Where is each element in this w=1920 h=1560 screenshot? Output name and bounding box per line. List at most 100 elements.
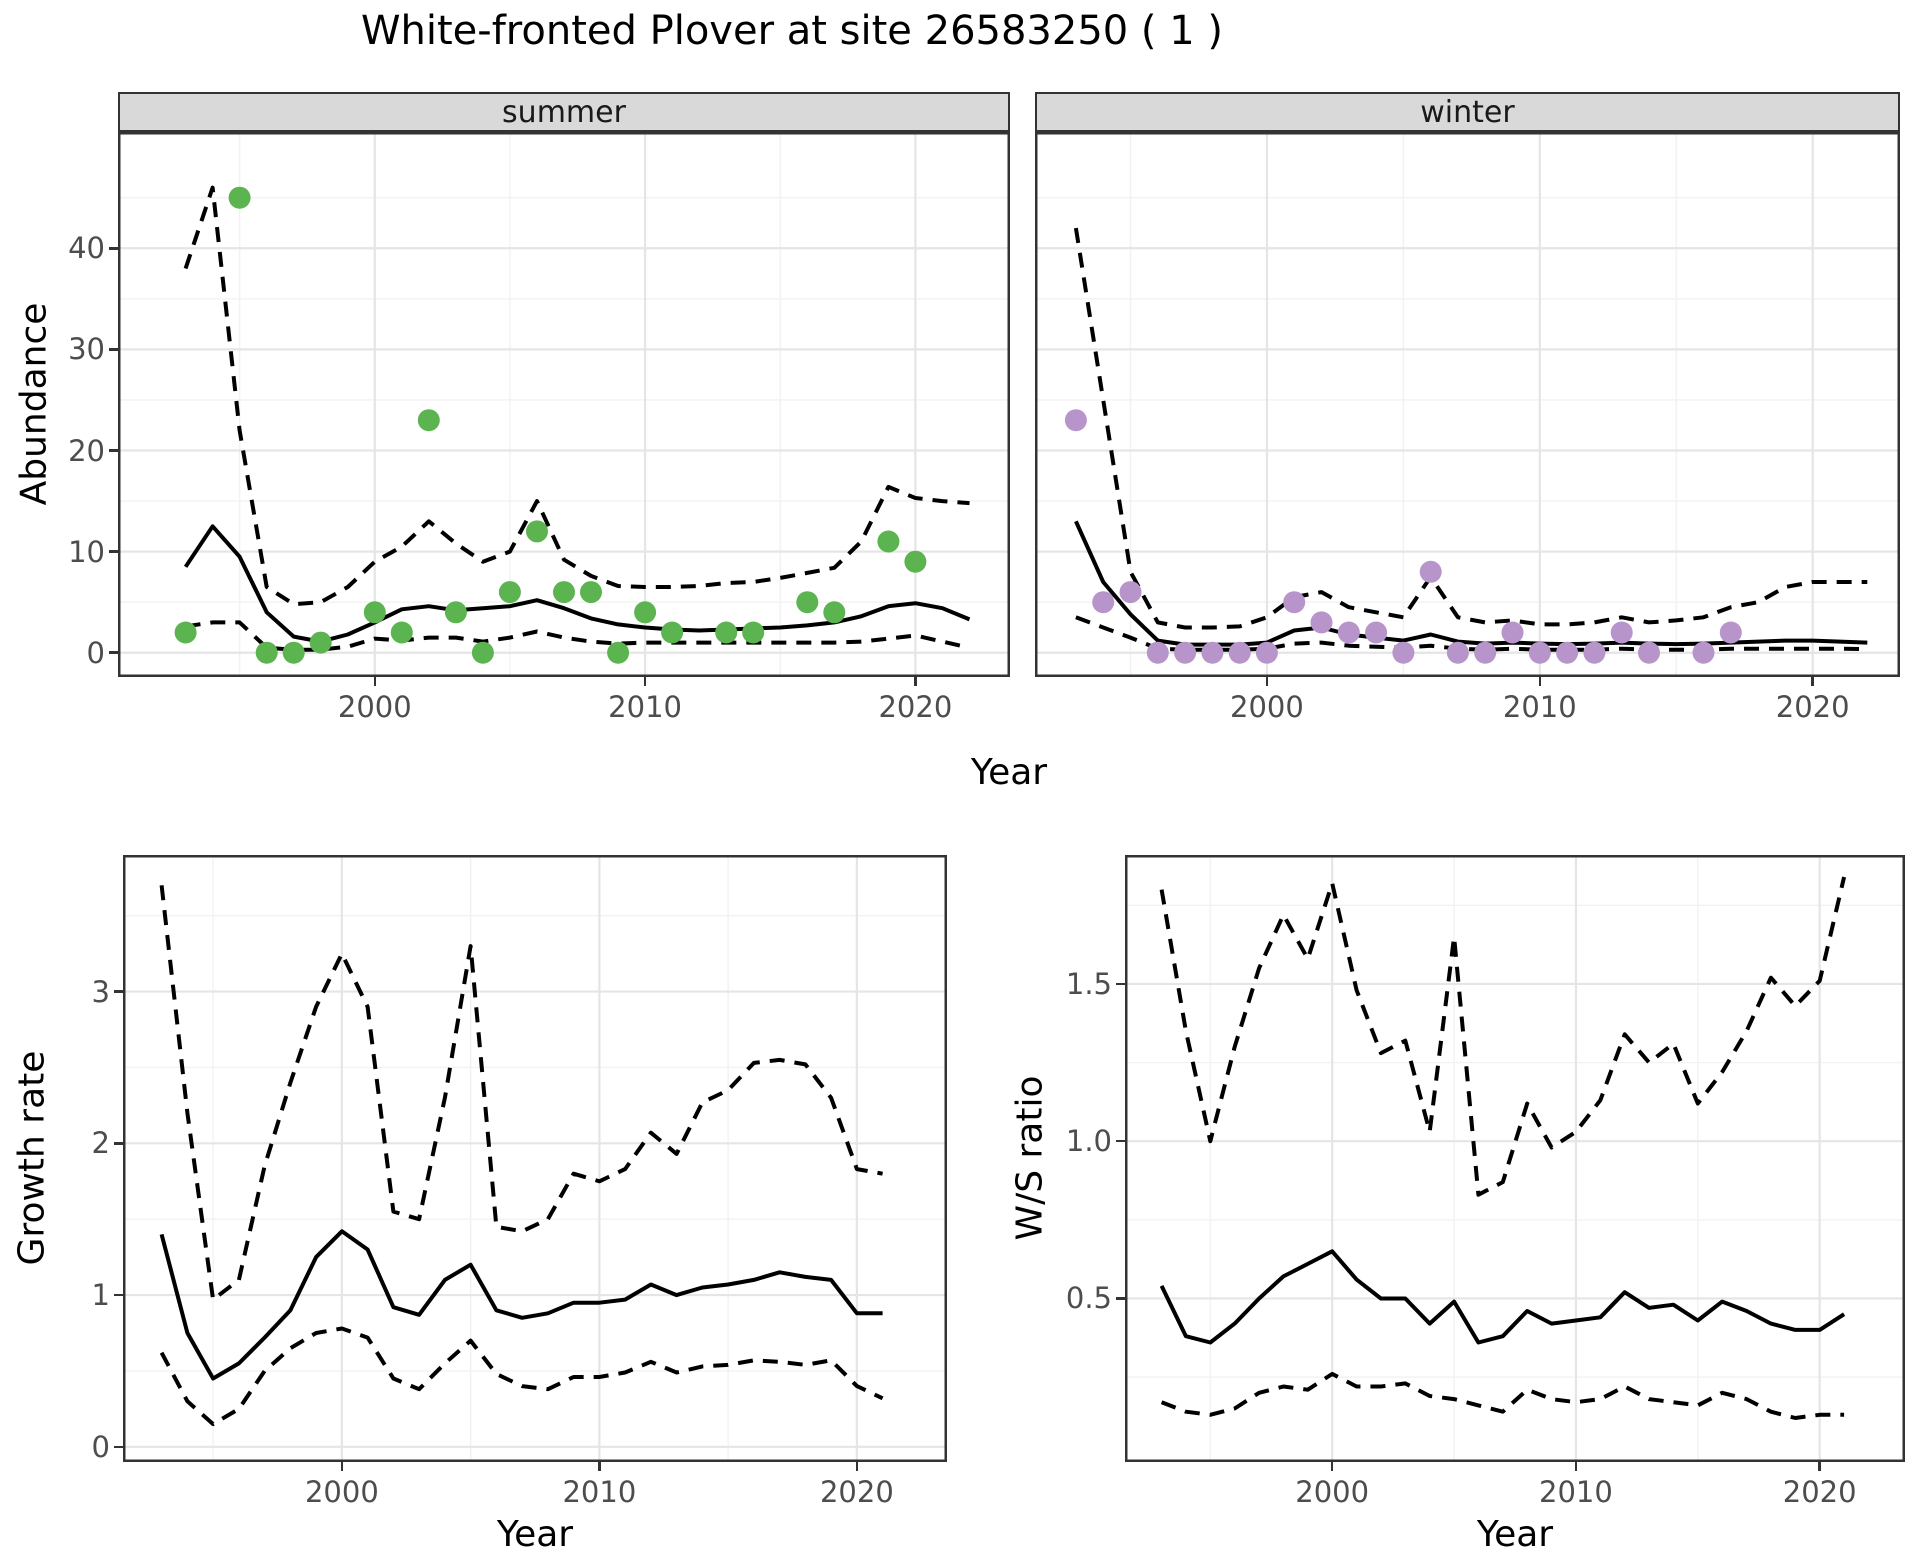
observed-counts-winter-point — [1556, 641, 1579, 664]
x-axis-tick-label: 2020 — [878, 690, 953, 724]
y-axis-tick-label: 10 — [68, 534, 105, 569]
chart-growth-rate — [123, 855, 947, 1462]
x-axis-tick-label: 2000 — [304, 1475, 379, 1509]
x-axis-tick — [1538, 677, 1542, 686]
observed-counts-summer-point — [390, 621, 413, 644]
y-axis-tick-label: 1 — [91, 1278, 110, 1313]
observed-counts-winter-point — [1064, 409, 1087, 432]
observed-counts-winter-point — [1446, 641, 1469, 664]
y-axis-tick — [114, 1142, 123, 1145]
x-axis-tick — [914, 677, 917, 686]
x-axis-tick — [598, 1462, 601, 1471]
observed-counts-winter-point — [1228, 641, 1251, 664]
chart-ws-ratio — [1125, 855, 1905, 1462]
y-axis-tick-label: 0.5 — [1065, 1281, 1112, 1316]
x-axis-tick — [1574, 1462, 1578, 1471]
series-lower-ci — [159, 1326, 884, 1427]
facet-strip-summer: summer — [118, 92, 1010, 132]
observed-counts-winter-point — [1528, 641, 1551, 664]
y-axis-tick — [1116, 1139, 1125, 1143]
observed-counts-summer-point — [553, 581, 575, 604]
observed-counts-summer-point — [282, 641, 305, 664]
observed-counts-summer-point — [715, 621, 738, 644]
observed-counts-winter-point — [1610, 621, 1633, 644]
y-axis-tick-label: 1.5 — [1065, 966, 1112, 1001]
observed-counts-winter-point — [1365, 621, 1388, 644]
panel-border — [123, 855, 947, 1462]
observed-counts-summer-point — [796, 591, 819, 614]
y-axis-tick-label: 40 — [68, 231, 105, 266]
panel-border — [1125, 855, 1905, 1462]
observed-counts-winter-point — [1692, 641, 1715, 664]
x-axis-tick-label: 2000 — [1230, 690, 1304, 724]
observed-counts-summer-point — [444, 601, 467, 624]
x-axis-tick-label: 2000 — [337, 690, 412, 724]
series-lower-ci — [1160, 1371, 1845, 1420]
y-axis-tick — [109, 651, 118, 654]
series-fitted-median — [159, 1229, 883, 1381]
x-axis-tick — [1811, 677, 1814, 686]
observed-counts-summer-point — [255, 641, 278, 664]
observed-counts-summer-point — [417, 409, 440, 432]
series-fitted-median — [183, 524, 971, 644]
series-upper-ci — [1159, 876, 1847, 1197]
y-axis-tick — [109, 449, 118, 452]
observed-counts-winter-point — [1501, 621, 1524, 644]
y-axis-tick — [109, 247, 118, 250]
observed-counts-winter-point — [1255, 641, 1278, 664]
observed-counts-winter-point — [1092, 591, 1115, 614]
observed-counts-winter-point — [1310, 611, 1333, 634]
observed-counts-summer-point — [742, 621, 765, 644]
y-axis-tick — [114, 990, 123, 993]
series-fitted-median — [1074, 520, 1868, 647]
y-axis-tick — [1116, 1297, 1125, 1300]
observed-counts-winter-point — [1419, 560, 1442, 583]
x-axis-title-year-ws: Year — [1476, 1514, 1554, 1555]
observed-counts-summer-point — [580, 581, 602, 604]
y-axis-tick-label: 20 — [68, 433, 105, 468]
observed-counts-summer-point — [174, 621, 197, 644]
y-axis-tick — [114, 1445, 123, 1449]
x-axis-title-year-top: Year — [970, 752, 1048, 793]
x-axis-tick — [1265, 677, 1269, 686]
x-axis-tick — [1818, 1462, 1821, 1471]
panel-border — [1035, 132, 1900, 677]
x-axis-tick — [1330, 1462, 1334, 1471]
observed-counts-summer-point — [498, 581, 521, 604]
x-axis-tick-label: 2010 — [1539, 1475, 1613, 1509]
y-axis-tick-label: 0 — [86, 635, 105, 670]
facet-strip-label-winter: winter — [1420, 94, 1515, 130]
y-axis-tick-label: 0 — [91, 1429, 110, 1464]
observed-counts-winter-point — [1119, 581, 1142, 604]
observed-counts-summer-point — [634, 601, 657, 624]
y-axis-tick — [114, 1293, 123, 1297]
observed-counts-winter-point — [1638, 641, 1660, 664]
x-axis-tick-label: 2010 — [562, 1475, 637, 1509]
observed-counts-winter-point — [1337, 621, 1360, 644]
x-axis-tick-label: 2010 — [608, 690, 682, 724]
observed-counts-summer-point — [661, 621, 684, 644]
series-upper-ci — [1073, 227, 1868, 630]
x-axis-tick — [340, 1462, 344, 1471]
observed-counts-summer-point — [904, 550, 927, 573]
observed-counts-winter-point — [1719, 621, 1742, 644]
observed-counts-winter-point — [1474, 641, 1497, 664]
observed-counts-winter-point — [1392, 641, 1415, 664]
x-axis-tick-label: 2020 — [1782, 1475, 1857, 1509]
y-axis-tick — [109, 348, 118, 351]
figure-title: White-fronted Plover at site 26583250 ( … — [360, 8, 1224, 54]
observed-counts-winter-point — [1146, 641, 1169, 664]
y-axis-title-growth-rate: Growth rate — [11, 1050, 53, 1266]
series-lower-ci — [185, 620, 970, 652]
x-axis-tick-label: 2010 — [1502, 690, 1577, 724]
observed-counts-winter-point — [1174, 641, 1197, 664]
x-axis-title-year-growth: Year — [496, 1514, 574, 1555]
observed-counts-summer-point — [228, 186, 251, 209]
y-axis-tick-label: 2 — [91, 1126, 110, 1161]
x-axis-tick — [855, 1462, 859, 1471]
y-axis-tick-label: 3 — [91, 974, 110, 1009]
series-fitted-median — [1159, 1249, 1846, 1345]
observed-counts-summer-point — [526, 520, 548, 543]
observed-counts-summer-point — [471, 641, 494, 664]
x-axis-tick — [643, 677, 647, 686]
